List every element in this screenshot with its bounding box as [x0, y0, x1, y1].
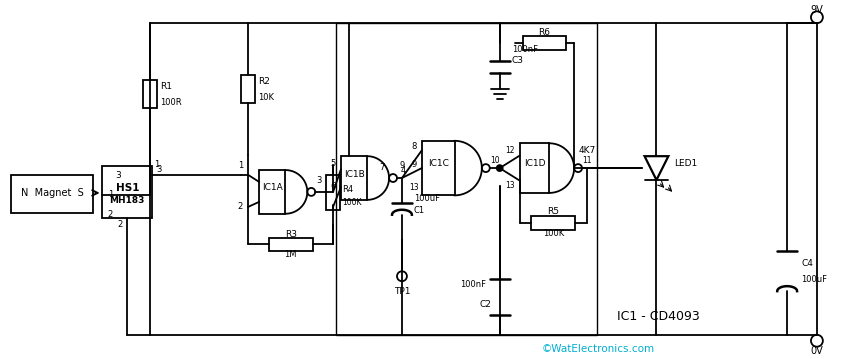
Bar — [11, 175, 93, 213]
Circle shape — [482, 164, 490, 172]
Text: IC1B: IC1B — [344, 169, 364, 178]
Text: C3: C3 — [512, 56, 524, 65]
Circle shape — [574, 164, 582, 172]
Bar — [260, 170, 286, 214]
Text: IC1A: IC1A — [262, 183, 282, 192]
Text: ©WatElectronics.com: ©WatElectronics.com — [542, 344, 655, 354]
Text: 3: 3 — [316, 177, 322, 186]
Text: 9: 9 — [400, 160, 405, 169]
Text: IC1C: IC1C — [427, 159, 448, 168]
Text: 8: 8 — [411, 142, 416, 151]
Text: R4: R4 — [342, 185, 353, 195]
Text: 100K: 100K — [342, 198, 362, 207]
Text: C4: C4 — [801, 259, 813, 268]
Text: 13: 13 — [505, 181, 514, 190]
Bar — [143, 80, 157, 108]
Bar — [422, 141, 454, 195]
Circle shape — [330, 189, 336, 195]
Bar — [519, 143, 550, 193]
Text: 10K: 10K — [258, 93, 274, 102]
Text: 1M: 1M — [284, 250, 297, 259]
Circle shape — [308, 188, 315, 196]
Text: IC1D: IC1D — [524, 159, 545, 168]
Circle shape — [811, 11, 823, 23]
Text: LED1: LED1 — [674, 159, 697, 168]
Text: 1: 1 — [154, 160, 159, 169]
Bar — [269, 238, 313, 251]
Text: 11: 11 — [583, 156, 592, 165]
Text: R3: R3 — [285, 230, 297, 239]
Text: 12: 12 — [505, 146, 514, 155]
Text: 3: 3 — [115, 171, 121, 180]
Text: 2: 2 — [117, 220, 122, 229]
Text: R2: R2 — [258, 77, 270, 86]
Text: 100R: 100R — [160, 98, 181, 107]
Text: 100K: 100K — [543, 229, 564, 238]
Text: 100nF: 100nF — [512, 45, 538, 53]
Bar — [341, 156, 368, 200]
Text: R5: R5 — [547, 207, 559, 216]
Text: 4: 4 — [400, 165, 405, 174]
Text: 4K7: 4K7 — [578, 146, 596, 155]
Text: 100uF: 100uF — [801, 275, 827, 284]
Text: N  Magnet  S: N Magnet S — [20, 188, 83, 198]
Bar — [523, 36, 566, 50]
Circle shape — [397, 271, 407, 281]
Circle shape — [389, 174, 397, 182]
Text: 2: 2 — [108, 210, 113, 219]
Text: MH183: MH183 — [110, 196, 145, 205]
Text: 3: 3 — [156, 164, 162, 174]
Text: 9: 9 — [411, 160, 416, 169]
Text: 0V: 0V — [810, 346, 824, 356]
Text: C1: C1 — [414, 206, 425, 215]
Text: HS1: HS1 — [115, 183, 139, 193]
Circle shape — [811, 335, 823, 347]
Text: R6: R6 — [539, 28, 550, 37]
Polygon shape — [645, 156, 668, 180]
Text: C2: C2 — [480, 299, 491, 308]
Text: 100nF: 100nF — [459, 280, 486, 289]
Text: 9V: 9V — [810, 5, 824, 15]
Bar — [326, 175, 340, 210]
Bar — [531, 216, 575, 230]
Text: 1: 1 — [238, 160, 243, 169]
Text: 7: 7 — [379, 163, 384, 172]
Text: 5: 5 — [330, 159, 336, 168]
Bar — [241, 75, 255, 103]
Text: IC1 - CD4093: IC1 - CD4093 — [617, 311, 700, 323]
Text: 6: 6 — [330, 182, 336, 191]
Text: 2: 2 — [238, 202, 243, 211]
Text: 1: 1 — [108, 190, 113, 199]
Bar — [103, 166, 152, 218]
Circle shape — [497, 165, 502, 171]
Text: 100uF: 100uF — [414, 194, 440, 203]
Text: TP1: TP1 — [394, 286, 411, 295]
Text: R1: R1 — [160, 82, 172, 91]
Text: 10: 10 — [490, 156, 500, 165]
Bar — [336, 23, 597, 335]
Text: 13: 13 — [409, 183, 419, 192]
